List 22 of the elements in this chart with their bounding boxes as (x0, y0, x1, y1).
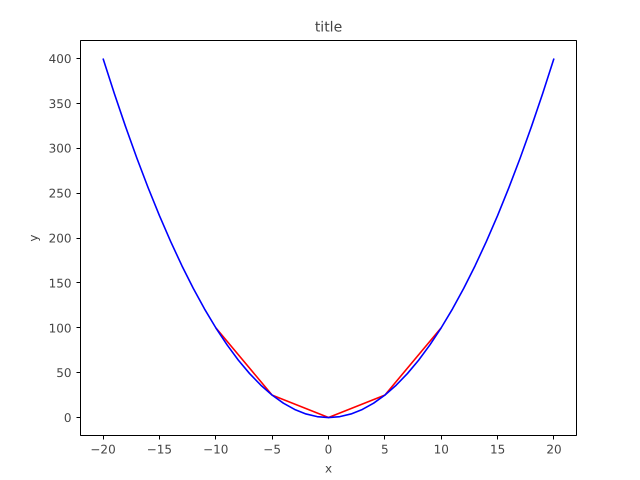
x-tick-label: −5 (263, 442, 281, 456)
y-tick-label: 200 (48, 232, 72, 246)
x-tick-label: 10 (434, 442, 449, 456)
x-tick-label: 20 (546, 442, 562, 456)
x-tick-label: −20 (90, 442, 116, 456)
y-tick-label: 100 (48, 321, 72, 336)
y-tick-label: 250 (48, 186, 72, 201)
x-axis-title: x (324, 462, 332, 476)
line-series (102, 58, 555, 418)
x-tick-label: 15 (490, 442, 506, 456)
x-tick-label: 5 (381, 442, 389, 456)
x-tick-label: 0 (324, 442, 332, 456)
y-tick-label: 0 (64, 411, 72, 426)
chart-title: title (314, 20, 342, 36)
x-tick-label: −10 (203, 442, 228, 456)
y-tick-label: 350 (48, 96, 72, 111)
x-tick-label: −15 (146, 442, 172, 456)
y-tick-label: 150 (48, 276, 72, 290)
y-tick-label: 50 (56, 366, 72, 380)
y-tick-label: 300 (48, 142, 72, 156)
y-axis-title: y (26, 234, 41, 242)
y-tick-label: 400 (48, 52, 72, 66)
